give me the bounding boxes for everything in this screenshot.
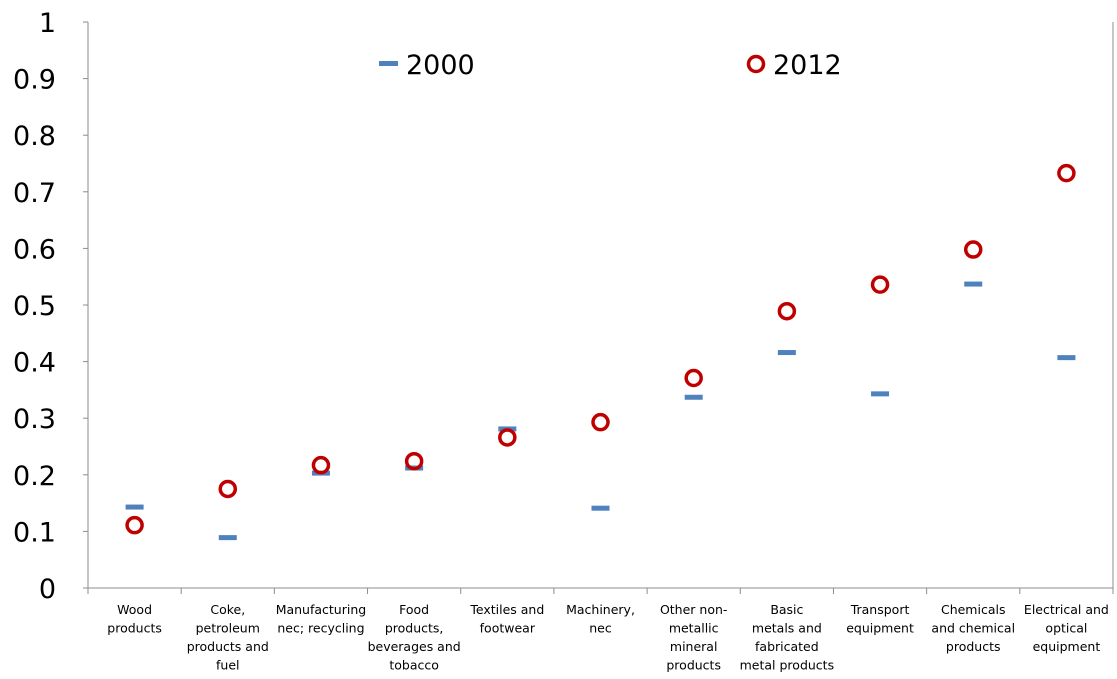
legend-marker-2000 (379, 61, 398, 66)
y-tick-label: 0 (39, 574, 56, 605)
x-category-label: metallic (669, 621, 719, 636)
point-2012 (125, 515, 144, 535)
point-2012 (498, 428, 517, 447)
point-2012 (870, 275, 890, 294)
y-tick-label: 0.9 (13, 65, 56, 96)
y-tick-label: 0.3 (13, 404, 56, 435)
x-category-label: Coke, (210, 602, 245, 617)
y-tick-label: 0.6 (13, 234, 56, 265)
y-tick-label: 0.4 (13, 348, 56, 379)
point-2012 (963, 240, 983, 259)
x-category-label: products (107, 621, 162, 636)
data-marks (125, 163, 1076, 541)
x-category-label: Chemicals (941, 602, 1006, 617)
point-2012 (1057, 163, 1076, 183)
point-2012 (311, 455, 331, 475)
point-2012 (404, 451, 424, 471)
x-category-label: Transport (850, 602, 910, 617)
x-category-label: Electrical and (1024, 602, 1109, 617)
point-2000 (591, 505, 610, 511)
x-category-label: products (666, 658, 721, 673)
x-category-label: Wood (117, 602, 152, 617)
x-category-label: Other non- (660, 602, 727, 617)
y-tick-label: 0.2 (13, 461, 56, 492)
point-2012 (684, 368, 703, 388)
point-2000 (871, 391, 890, 397)
x-category-label: products and (187, 639, 269, 654)
y-tick-label: 0.5 (13, 291, 56, 322)
x-category-label: Food (399, 602, 429, 617)
y-tick-label: 0.7 (13, 178, 56, 209)
x-category-label: equipment (1033, 639, 1101, 654)
x-category-label: and chemical (931, 621, 1015, 636)
point-2012 (218, 479, 238, 499)
y-tick-label: 0.8 (13, 121, 56, 152)
x-category-label: products, (385, 621, 444, 636)
x-category-label: equipment (846, 621, 914, 636)
point-2000 (218, 535, 237, 541)
x-category-label: Machinery, (566, 602, 635, 617)
y-tick-label: 1 (39, 8, 56, 39)
point-2012 (591, 412, 610, 432)
x-category-label: footwear (480, 621, 536, 636)
x-category-label: tobacco (389, 658, 439, 673)
point-2000 (684, 394, 703, 400)
point-2000 (125, 504, 144, 510)
x-category-label: beverages and (368, 639, 461, 654)
axes (87, 22, 1114, 589)
x-axis-categories: Wood products Coke, petroleum products and fu… (87, 588, 1114, 673)
x-category-label: Basic (770, 602, 803, 617)
x-category-label: petroleum (196, 621, 260, 636)
x-category-label: products (946, 639, 1001, 654)
legend-label-2012: 2012 (773, 50, 842, 81)
point-2012 (777, 301, 797, 321)
x-category-label: fuel (216, 658, 240, 673)
x-category-label: nec; recycling (277, 621, 364, 636)
legend-label-2000: 2000 (406, 50, 475, 81)
x-category-label: fabricated (755, 639, 819, 654)
y-axis-ticks: 0 0.1 0.2 0.3 0.4 0.5 0.6 0.7 0.8 0.9 1 (13, 8, 88, 605)
point-2000 (1057, 355, 1076, 361)
x-category-label: mineral (670, 639, 718, 654)
x-category-label: metals and (752, 621, 822, 636)
y-tick-label: 0.1 (13, 517, 56, 548)
legend: 2000 2012 (379, 50, 842, 81)
point-2000 (777, 350, 796, 356)
x-category-label: optical (1045, 621, 1087, 636)
x-category-label: metal products (740, 658, 834, 673)
x-category-label: Manufacturing (276, 602, 367, 617)
legend-marker-2012 (746, 54, 766, 74)
x-category-label: Textiles and (469, 602, 544, 617)
x-category-label: nec (589, 621, 612, 636)
point-2000 (964, 281, 983, 287)
